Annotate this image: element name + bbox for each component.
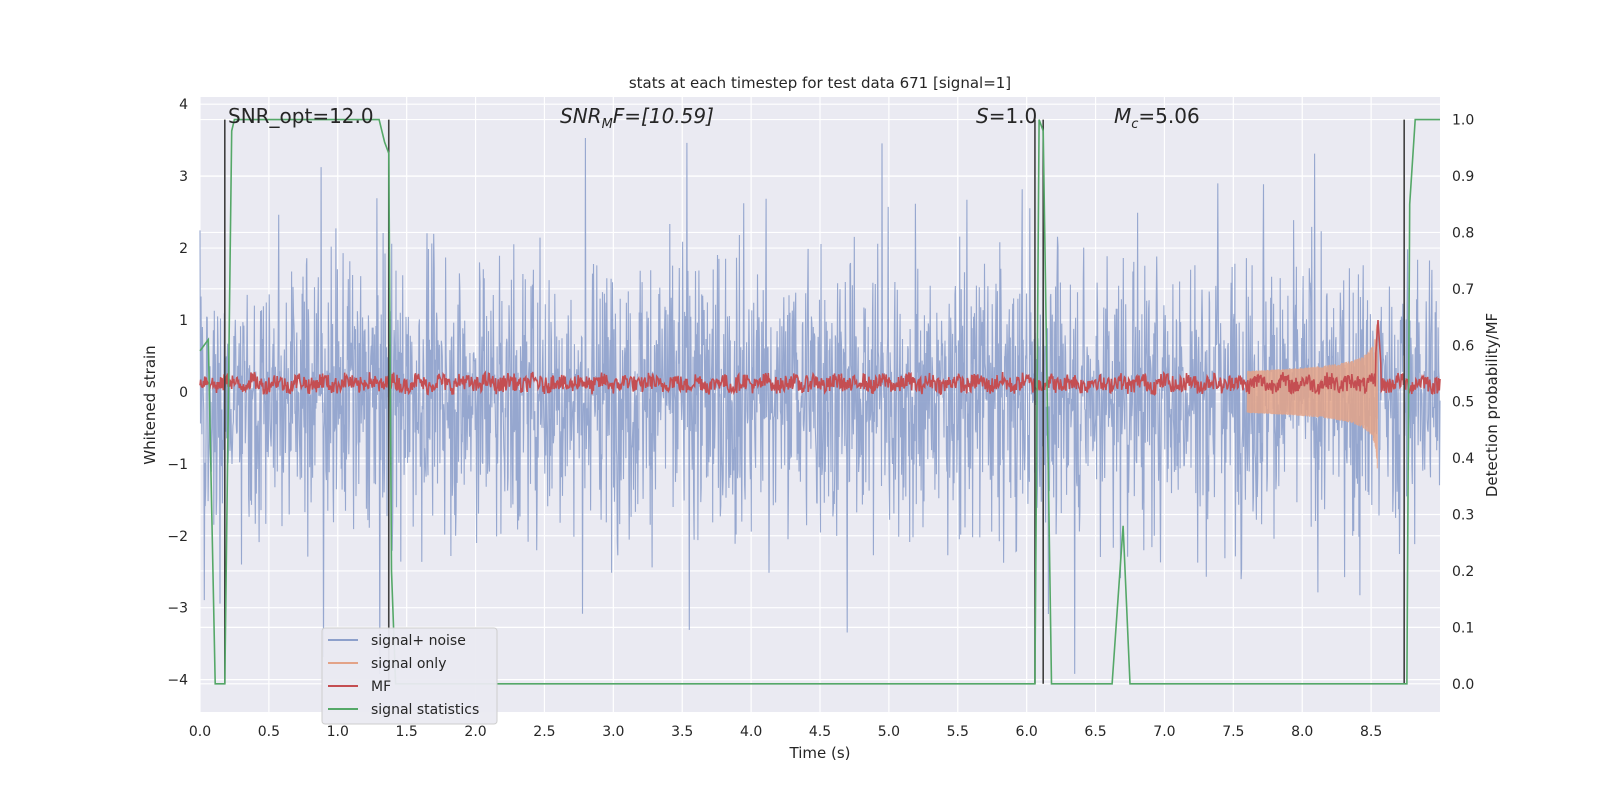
x-tick-label: 0.5 (258, 724, 280, 740)
x-tick-label: 6.0 (1016, 724, 1038, 740)
legend-label-signal-only: signal only (371, 656, 446, 672)
y-tick-label: 3 (179, 169, 188, 185)
y-right-tick-label: 0.4 (1452, 451, 1474, 467)
y-right-tick-label: 0.9 (1452, 169, 1474, 185)
y-tick-label: 4 (179, 97, 188, 113)
legend-box (321, 627, 498, 725)
x-tick-label: 2.0 (464, 724, 486, 740)
y-tick-label: −3 (167, 601, 188, 617)
y-tick-label: 2 (179, 241, 188, 257)
legend-label-signal-noise: signal+ noise (371, 633, 466, 649)
y-right-tick-label: 0.0 (1452, 677, 1474, 693)
x-tick-label: 7.5 (1222, 724, 1244, 740)
series-signal-noise (199, 137, 1441, 674)
mc-subscript: c (1131, 117, 1138, 132)
x-tick-label: 4.5 (809, 724, 831, 740)
s-symbol: S (976, 104, 989, 128)
y-right-tick-label: 0.5 (1452, 395, 1474, 411)
y-right-tick-label: 0.2 (1452, 564, 1474, 580)
y-right-tick-label: 0.3 (1452, 508, 1474, 524)
x-tick-label: 3.5 (671, 724, 693, 740)
series-signal-only (1246, 324, 1379, 469)
x-axis-label: Time (s) (789, 744, 851, 762)
y-tick-label: −4 (167, 673, 188, 689)
x-tick-label: 2.5 (533, 724, 555, 740)
legend: signal+ noise signal only MF signal stat… (321, 627, 498, 725)
mc-symbol: M (1114, 104, 1131, 128)
x-tick-label: 8.0 (1291, 724, 1313, 740)
x-tick-label: 7.0 (1153, 724, 1175, 740)
x-tick-label: 3.0 (602, 724, 624, 740)
y-right-tick-label: 0.8 (1452, 225, 1474, 241)
y-right-tick-label: 0.1 (1452, 620, 1474, 636)
mc-annotation: Mc=5.06 (1114, 104, 1200, 132)
series-signal-statistics (199, 118, 1440, 685)
y-right-axis-label: Detection probability/MF (1483, 313, 1501, 497)
x-tick-label: 1.0 (327, 724, 349, 740)
s-annotation: S=1.0 (976, 104, 1037, 128)
ticks: 0.0 0.5 1.0 1.5 2.0 2.5 3.0 3.5 4.0 4.5 5.0 5.5 6.0 6… (167, 97, 1474, 740)
y-tick-label: 1 (179, 313, 188, 329)
snr-opt-annotation: SNR_opt=12.0 (228, 104, 374, 128)
snr-mf-value: F=[10.59] (613, 104, 714, 128)
s-value: =1.0 (989, 104, 1038, 128)
x-tick-label: 1.5 (396, 724, 418, 740)
x-tick-label: 4.0 (740, 724, 762, 740)
legend-label-mf: MF (371, 679, 391, 695)
plot-area (199, 118, 1441, 685)
x-tick-label: 8.5 (1360, 724, 1382, 740)
legend-label-signal-statistics: signal statistics (371, 702, 479, 718)
y-right-tick-label: 1.0 (1452, 113, 1474, 129)
y-right-tick-label: 0.6 (1452, 338, 1474, 354)
x-tick-label: 6.5 (1084, 724, 1106, 740)
x-tick-label: 5.0 (878, 724, 900, 740)
snr-mf-symbol: SNR (560, 104, 602, 128)
mc-value: =5.06 (1138, 104, 1199, 128)
x-tick-label: 0.0 (189, 724, 211, 740)
x-tick-label: 5.5 (947, 724, 969, 740)
y-tick-label: 0 (179, 385, 188, 401)
snr-mf-subscript: M (602, 117, 613, 132)
y-axis-label: Whitened strain (141, 345, 159, 464)
y-tick-label: −2 (167, 529, 188, 545)
series-mf (199, 319, 1441, 397)
snr-mf-annotation: SNRMF=[10.59] (560, 104, 714, 132)
y-tick-label: −1 (167, 457, 188, 473)
chart-title: stats at each timestep for test data 671… (629, 74, 1011, 92)
y-right-tick-label: 0.7 (1452, 282, 1474, 298)
